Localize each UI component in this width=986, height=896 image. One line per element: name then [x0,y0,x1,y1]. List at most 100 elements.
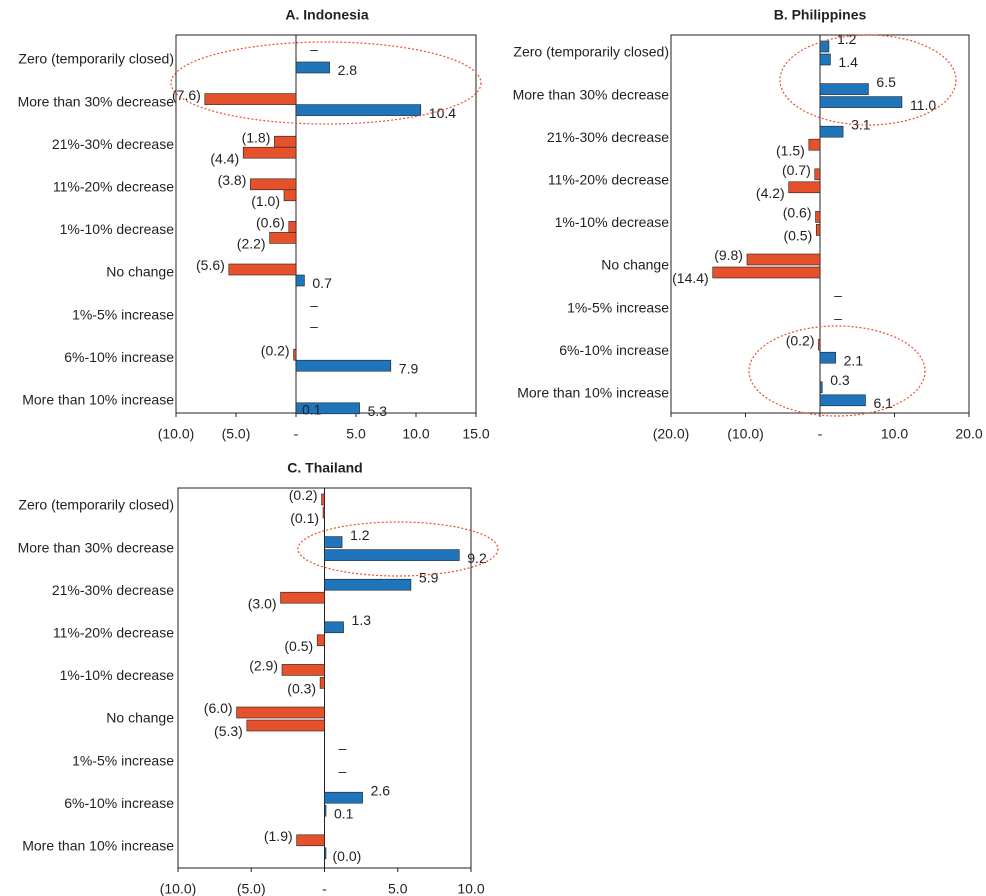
data-label: 5.3 [368,403,388,419]
data-label: 9.2 [467,550,487,566]
data-label: – [834,287,842,303]
data-label: 1.2 [350,527,370,543]
x-tick-label: (10.0) [160,881,197,896]
category-label: 1%-5% increase [567,299,669,315]
data-label: (0.3) [287,681,316,697]
category-label: More than 30% decrease [18,539,175,555]
bar [274,135,297,148]
category-label: 6%-10% increase [64,795,174,811]
bar [316,634,325,647]
bar [246,719,325,732]
data-label: (0.5) [284,638,313,654]
x-tick-label: 5.0 [346,426,366,442]
bar [819,40,830,53]
data-label: – [310,41,318,57]
panel-2: C. Thailand (10.0) (5.0) - 5.0 10.0 Zero (temp… [18,460,499,896]
category-label: 11%-20% decrease [53,179,174,195]
highlight-ellipse [779,34,957,126]
x-tick-label: - [322,881,327,896]
data-label: (0.5) [783,228,812,244]
data-label: (3.8) [218,172,247,188]
bar [324,536,343,548]
bar [819,96,903,108]
bar [808,138,821,151]
bar [295,359,392,372]
bar [283,189,297,202]
data-label: (4.2) [756,185,785,201]
data-label: (1.8) [242,129,271,145]
bar [818,338,821,351]
x-tick-label: 10.0 [457,881,484,896]
data-label: (0.7) [782,162,811,178]
category-label: 21%-30% decrease [52,582,174,598]
x-tick-label: (10.0) [727,426,764,442]
bar [204,93,297,105]
bar [788,181,821,194]
category-label: More than 10% increase [22,838,174,854]
bar [746,253,821,266]
highlight-ellipse [748,325,926,417]
data-label: 0.1 [334,805,354,821]
data-label: 7.9 [399,360,419,376]
data-label: (5.3) [214,723,243,739]
bar [324,804,327,817]
category-label: 21%-30% decrease [52,136,174,152]
data-label: – [339,763,347,779]
bar [819,351,836,364]
data-label: (0.6) [256,215,285,231]
bar [288,221,297,233]
category-label: No change [106,264,174,280]
panel-title: A. Indonesia [285,7,368,23]
bar [280,591,325,604]
bar [819,125,844,138]
data-label: – [310,318,318,334]
x-tick-label: 20.0 [955,426,982,442]
x-tick-label: - [294,426,299,442]
category-label: 1%-10% decrease [60,221,175,237]
data-label-extra: 0.1 [302,402,322,418]
data-label: (2.9) [249,658,278,674]
bar [228,263,297,276]
data-label: – [310,297,318,313]
data-label: (2.2) [237,236,266,252]
bar [324,578,412,591]
category-label: No change [106,710,174,726]
bar [293,348,297,361]
bar [321,493,325,506]
bar [819,83,869,95]
bar [324,549,460,561]
bar [295,402,360,415]
bar [712,266,821,279]
panel-title: C. Thailand [287,460,362,476]
panel-0: A. Indonesia (10.0) (5.0) - 5.0 10.0 15.0 Zero … [18,7,490,442]
data-label: 2.8 [338,62,358,78]
data-label: (3.0) [248,595,277,611]
plot-frame [175,34,477,414]
bar [324,621,344,634]
category-label: 11%-20% decrease [53,625,174,641]
data-label: – [834,310,842,326]
x-tick-label: - [818,426,823,442]
x-tick-label: 15.0 [462,426,489,442]
bar [295,104,422,116]
category-label: 21%-30% decrease [547,129,669,145]
category-label: 1%-5% increase [72,752,174,768]
bar [324,847,327,860]
category-label: 1%-10% decrease [555,214,670,230]
bar [319,677,325,689]
x-tick-label: 5.0 [388,881,408,896]
bar [819,394,866,407]
category-label: More than 30% decrease [18,93,175,109]
data-label: 6.1 [873,395,893,411]
x-tick-label: 10.0 [402,426,429,442]
data-label: (1.9) [264,828,293,844]
bar [295,274,305,287]
bar [324,791,363,804]
x-tick-label: 10.0 [881,426,908,442]
data-label: 1.3 [352,612,372,628]
bar [819,381,823,394]
x-tick-label: (5.0) [222,426,251,442]
category-label: 6%-10% increase [64,349,174,365]
data-label: 2.1 [844,352,864,368]
